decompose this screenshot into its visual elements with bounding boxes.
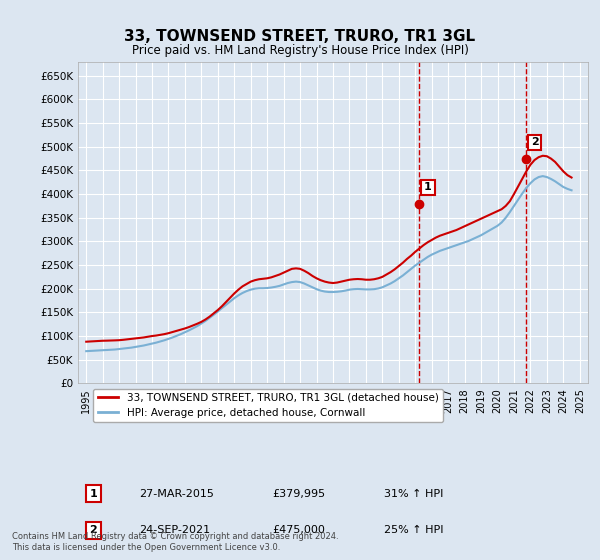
Text: 25% ↑ HPI: 25% ↑ HPI bbox=[384, 525, 443, 535]
Text: 27-MAR-2015: 27-MAR-2015 bbox=[139, 489, 214, 498]
Text: £379,995: £379,995 bbox=[272, 489, 325, 498]
Text: 2: 2 bbox=[531, 137, 539, 147]
Text: 33, TOWNSEND STREET, TRURO, TR1 3GL: 33, TOWNSEND STREET, TRURO, TR1 3GL bbox=[124, 29, 476, 44]
Legend: 33, TOWNSEND STREET, TRURO, TR1 3GL (detached house), HPI: Average price, detach: 33, TOWNSEND STREET, TRURO, TR1 3GL (det… bbox=[94, 389, 443, 422]
Text: 2: 2 bbox=[89, 525, 97, 535]
Text: 31% ↑ HPI: 31% ↑ HPI bbox=[384, 489, 443, 498]
Text: Contains HM Land Registry data © Crown copyright and database right 2024.
This d: Contains HM Land Registry data © Crown c… bbox=[12, 532, 338, 552]
Text: 1: 1 bbox=[89, 489, 97, 498]
Text: 1: 1 bbox=[424, 183, 432, 192]
Text: £475,000: £475,000 bbox=[272, 525, 325, 535]
Text: Price paid vs. HM Land Registry's House Price Index (HPI): Price paid vs. HM Land Registry's House … bbox=[131, 44, 469, 57]
Text: 24-SEP-2021: 24-SEP-2021 bbox=[139, 525, 211, 535]
